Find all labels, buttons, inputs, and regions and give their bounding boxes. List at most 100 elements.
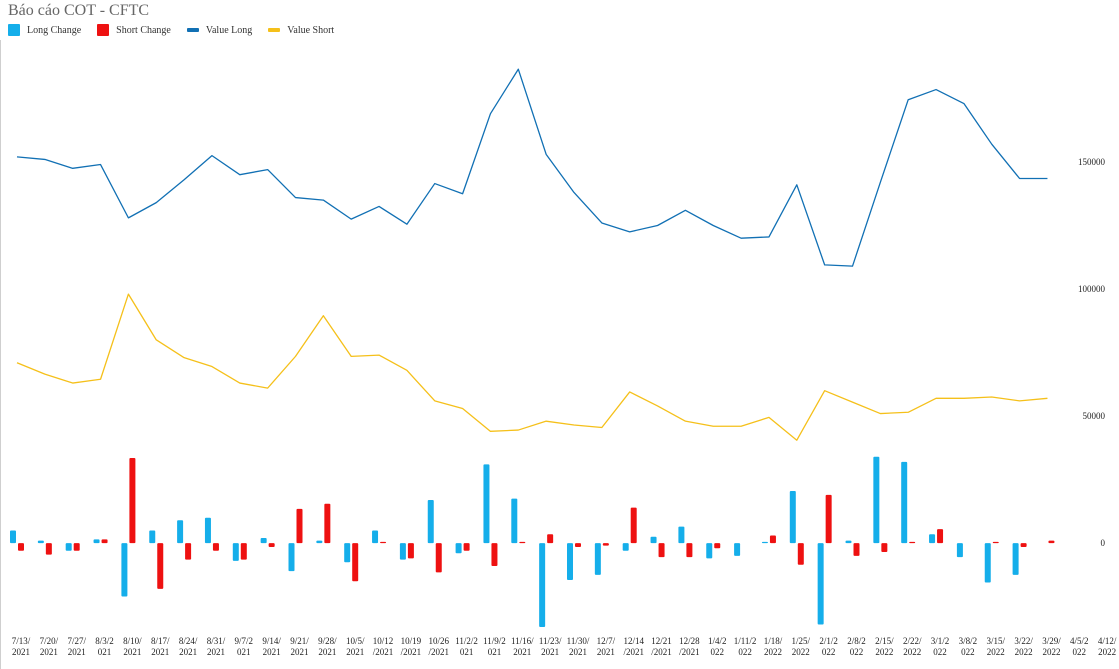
point-value-short-10[interactable] [294,354,298,358]
bar-short-change-8[interactable] [240,543,247,560]
bar-short-change-0[interactable] [18,543,24,551]
bar-short-change-5[interactable] [157,543,164,589]
point-value-long-34[interactable] [962,102,966,106]
point-value-long-6[interactable] [182,178,186,182]
line-value-long[interactable] [16,68,1048,267]
point-value-long-14[interactable] [405,222,409,226]
bar-long-change-10[interactable] [288,543,295,572]
point-value-long-17[interactable] [488,112,492,116]
point-value-short-6[interactable] [182,356,186,360]
legend-item-long-change[interactable]: Long Change [8,24,81,36]
bar-long-change-33[interactable] [929,534,936,544]
bar-long-change-1[interactable] [37,540,44,544]
point-value-short-0[interactable] [15,361,19,365]
bar-short-change-23[interactable] [658,543,665,558]
point-value-long-3[interactable] [99,163,103,167]
point-value-short-17[interactable] [488,429,492,433]
bar-short-change-12[interactable] [352,543,359,582]
point-value-short-35[interactable] [990,395,994,399]
point-value-long-28[interactable] [795,183,799,187]
point-value-short-37[interactable] [1045,396,1049,400]
bar-long-change-14[interactable] [399,543,406,560]
point-value-short-12[interactable] [349,354,353,358]
point-value-short-18[interactable] [516,428,520,432]
point-value-long-10[interactable] [294,196,298,200]
bar-short-change-20[interactable] [575,543,581,547]
point-value-short-16[interactable] [461,406,465,410]
point-value-short-13[interactable] [377,353,381,357]
bar-long-change-24[interactable] [678,526,685,544]
bar-long-change-0[interactable] [10,530,16,544]
point-value-short-26[interactable] [739,424,743,428]
bar-short-change-21[interactable] [602,543,609,546]
bar-long-change-18[interactable] [511,498,518,544]
point-value-long-7[interactable] [210,154,214,158]
bar-short-change-35[interactable] [992,541,999,544]
bar-long-change-7[interactable] [204,517,211,544]
point-value-long-19[interactable] [544,152,548,156]
bar-long-change-8[interactable] [232,543,239,561]
bar-short-change-29[interactable] [825,494,832,544]
bar-long-change-2[interactable] [65,543,72,551]
point-value-short-24[interactable] [683,419,687,423]
point-value-long-22[interactable] [628,230,632,234]
bar-short-change-15[interactable] [435,543,442,573]
legend-item-value-short[interactable]: Value Short [268,25,334,36]
bar-short-change-16[interactable] [463,543,470,551]
point-value-long-26[interactable] [739,236,743,240]
bar-short-change-24[interactable] [686,543,693,558]
point-value-short-36[interactable] [1018,399,1022,403]
point-value-short-20[interactable] [572,423,576,427]
bar-short-change-33[interactable] [937,529,944,544]
bar-long-change-6[interactable] [177,520,184,544]
point-value-long-5[interactable] [154,201,158,205]
point-value-short-32[interactable] [906,410,910,414]
point-value-short-5[interactable] [154,338,158,342]
point-value-long-8[interactable] [238,173,242,177]
bar-short-change-37[interactable] [1048,540,1055,544]
bar-long-change-16[interactable] [455,543,462,554]
bar-long-change-12[interactable] [344,543,351,563]
bar-long-change-9[interactable] [260,538,267,544]
bar-short-change-4[interactable] [129,458,136,544]
point-value-long-2[interactable] [71,166,75,170]
bar-long-change-30[interactable] [845,540,852,544]
bar-short-change-6[interactable] [185,543,192,560]
point-value-long-11[interactable] [321,198,325,202]
legend-item-short-change[interactable]: Short Change [97,24,171,36]
point-value-long-37[interactable] [1045,176,1049,180]
bar-short-change-27[interactable] [769,535,776,544]
bar-short-change-17[interactable] [491,543,498,567]
bar-long-change-22[interactable] [622,543,629,551]
bar-long-change-28[interactable] [789,491,796,544]
bar-short-change-13[interactable] [380,541,387,544]
point-value-long-1[interactable] [43,157,47,161]
bar-long-change-20[interactable] [567,543,573,580]
point-value-short-23[interactable] [656,404,660,408]
point-value-short-2[interactable] [71,381,75,385]
bar-long-change-35[interactable] [984,543,991,583]
point-value-short-34[interactable] [962,396,966,400]
bar-short-change-19[interactable] [547,534,554,544]
point-value-long-24[interactable] [683,208,687,212]
bar-long-change-31[interactable] [873,456,880,544]
point-value-short-4[interactable] [126,292,130,296]
bar-long-change-19[interactable] [539,543,546,627]
point-value-short-19[interactable] [544,419,548,423]
bar-short-change-22[interactable] [630,507,637,544]
point-value-long-15[interactable] [433,182,437,186]
bar-long-change-29[interactable] [817,543,824,625]
point-value-long-33[interactable] [934,88,938,92]
point-value-short-22[interactable] [628,390,632,394]
bar-short-change-32[interactable] [909,541,916,544]
bar-short-change-30[interactable] [853,543,860,556]
point-value-long-9[interactable] [266,168,270,172]
bar-long-change-11[interactable] [316,540,323,544]
bar-short-change-14[interactable] [407,543,414,559]
bar-long-change-3[interactable] [93,539,100,544]
point-value-long-32[interactable] [906,98,910,102]
point-value-short-25[interactable] [711,424,715,428]
point-value-long-20[interactable] [572,190,576,194]
point-value-long-36[interactable] [1018,176,1022,180]
point-value-long-16[interactable] [461,192,465,196]
